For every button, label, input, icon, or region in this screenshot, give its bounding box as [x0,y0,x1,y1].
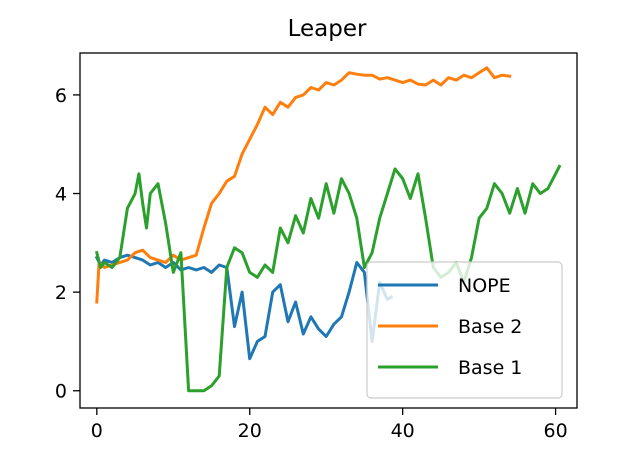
axes-frame [79,52,578,409]
y-tick-label: 6 [55,85,67,107]
series-line-base-2 [95,66,512,304]
legend-box [366,261,563,399]
series-line-nope [94,253,394,361]
y-tick-label: 2 [55,282,67,304]
y-tick-label: 0 [55,381,67,403]
x-tick-label: 0 [91,420,103,442]
legend-label: NOPE [458,275,511,297]
x-tick-label: 20 [238,420,262,442]
legend-label: Base 2 [458,316,522,338]
y-axis: 0 2 4 6 [55,85,80,403]
chart-title: Leaper [288,16,367,42]
x-tick-label: 60 [543,420,567,442]
x-axis: 0 20 40 60 [91,408,568,442]
y-tick-label: 4 [55,184,67,206]
plot-area [94,66,562,393]
legend: NOPE Base 2 Base 1 [366,261,563,399]
legend-label: Base 1 [458,357,522,379]
x-tick-label: 40 [391,420,415,442]
series-line-base-1 [94,164,562,393]
